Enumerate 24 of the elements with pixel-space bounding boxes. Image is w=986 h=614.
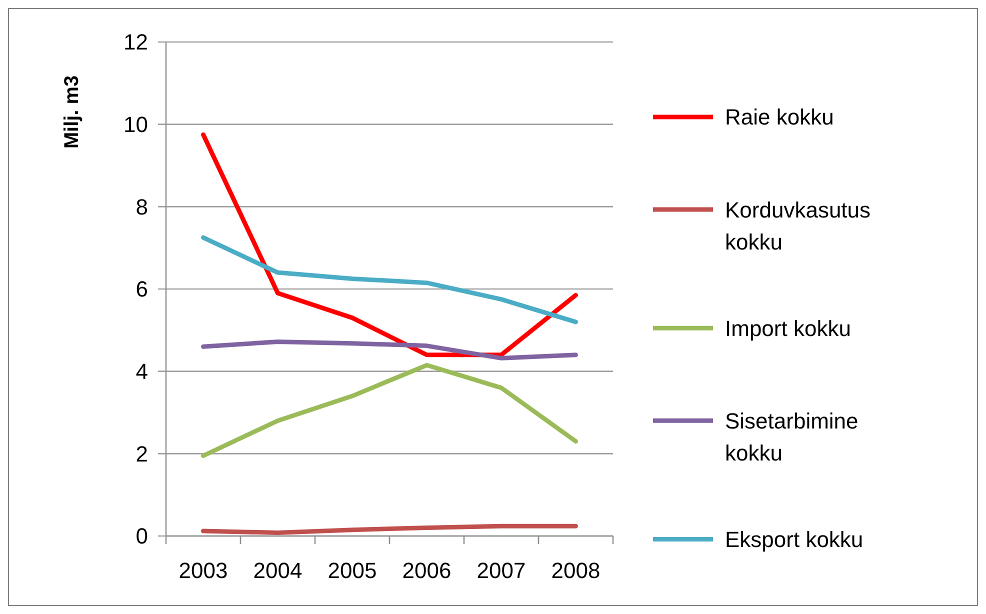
line-series: [201, 235, 578, 324]
y-axis-title: Milj. m3: [61, 75, 83, 149]
line-series: [201, 362, 578, 458]
x-tick-label: 2005: [328, 558, 377, 583]
y-tick-label: 8: [136, 194, 148, 220]
legend-label: Sisetarbimine kokku: [725, 408, 858, 466]
x-tick-label: 2006: [402, 558, 452, 583]
y-tick-label: 0: [136, 524, 148, 549]
line-series: [201, 339, 578, 360]
y-tick-label: 2: [136, 441, 148, 466]
line-series: [201, 524, 578, 535]
y-tick-label: 10: [124, 112, 148, 138]
legend-label: Korduvkasutus kokku: [725, 197, 871, 254]
x-tick-label: 2007: [476, 558, 526, 583]
y-tick-label: 12: [124, 30, 148, 55]
line-series: [201, 132, 578, 358]
legend-label: Eksport kokku: [725, 526, 864, 552]
y-tick-label: 4: [136, 359, 148, 384]
y-tick-label: 6: [136, 276, 148, 302]
x-tick-label: 2008: [551, 558, 600, 583]
legend-label: Raie kokku: [725, 104, 834, 130]
legend-label: Import kokku: [725, 316, 851, 341]
x-tick-label: 2003: [178, 558, 228, 583]
x-tick-label: 2004: [253, 558, 302, 583]
